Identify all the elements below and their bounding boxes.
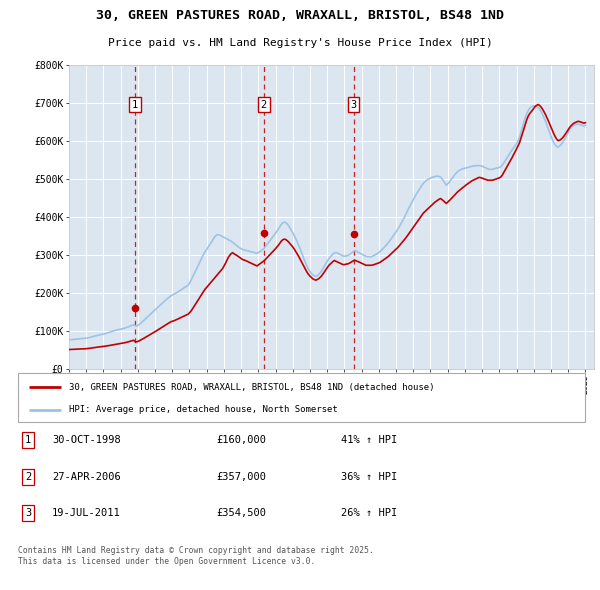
Text: 1: 1	[132, 100, 138, 110]
Text: Contains HM Land Registry data © Crown copyright and database right 2025.
This d: Contains HM Land Registry data © Crown c…	[18, 546, 374, 566]
Text: £357,000: £357,000	[217, 472, 266, 481]
Text: 1: 1	[25, 435, 31, 445]
Text: 26% ↑ HPI: 26% ↑ HPI	[341, 509, 397, 518]
Text: £354,500: £354,500	[217, 509, 266, 518]
Text: 2: 2	[261, 100, 267, 110]
Text: 30-OCT-1998: 30-OCT-1998	[52, 435, 121, 445]
Text: 41% ↑ HPI: 41% ↑ HPI	[341, 435, 397, 445]
Text: 27-APR-2006: 27-APR-2006	[52, 472, 121, 481]
Text: 3: 3	[25, 509, 31, 518]
FancyBboxPatch shape	[18, 373, 585, 422]
Text: 3: 3	[350, 100, 357, 110]
Text: 30, GREEN PASTURES ROAD, WRAXALL, BRISTOL, BS48 1ND: 30, GREEN PASTURES ROAD, WRAXALL, BRISTO…	[96, 9, 504, 22]
Text: Price paid vs. HM Land Registry's House Price Index (HPI): Price paid vs. HM Land Registry's House …	[107, 38, 493, 48]
Text: £160,000: £160,000	[217, 435, 266, 445]
Text: 19-JUL-2011: 19-JUL-2011	[52, 509, 121, 518]
Text: 2: 2	[25, 472, 31, 481]
Text: 30, GREEN PASTURES ROAD, WRAXALL, BRISTOL, BS48 1ND (detached house): 30, GREEN PASTURES ROAD, WRAXALL, BRISTO…	[69, 382, 434, 392]
Text: HPI: Average price, detached house, North Somerset: HPI: Average price, detached house, Nort…	[69, 405, 338, 414]
Text: 36% ↑ HPI: 36% ↑ HPI	[341, 472, 397, 481]
